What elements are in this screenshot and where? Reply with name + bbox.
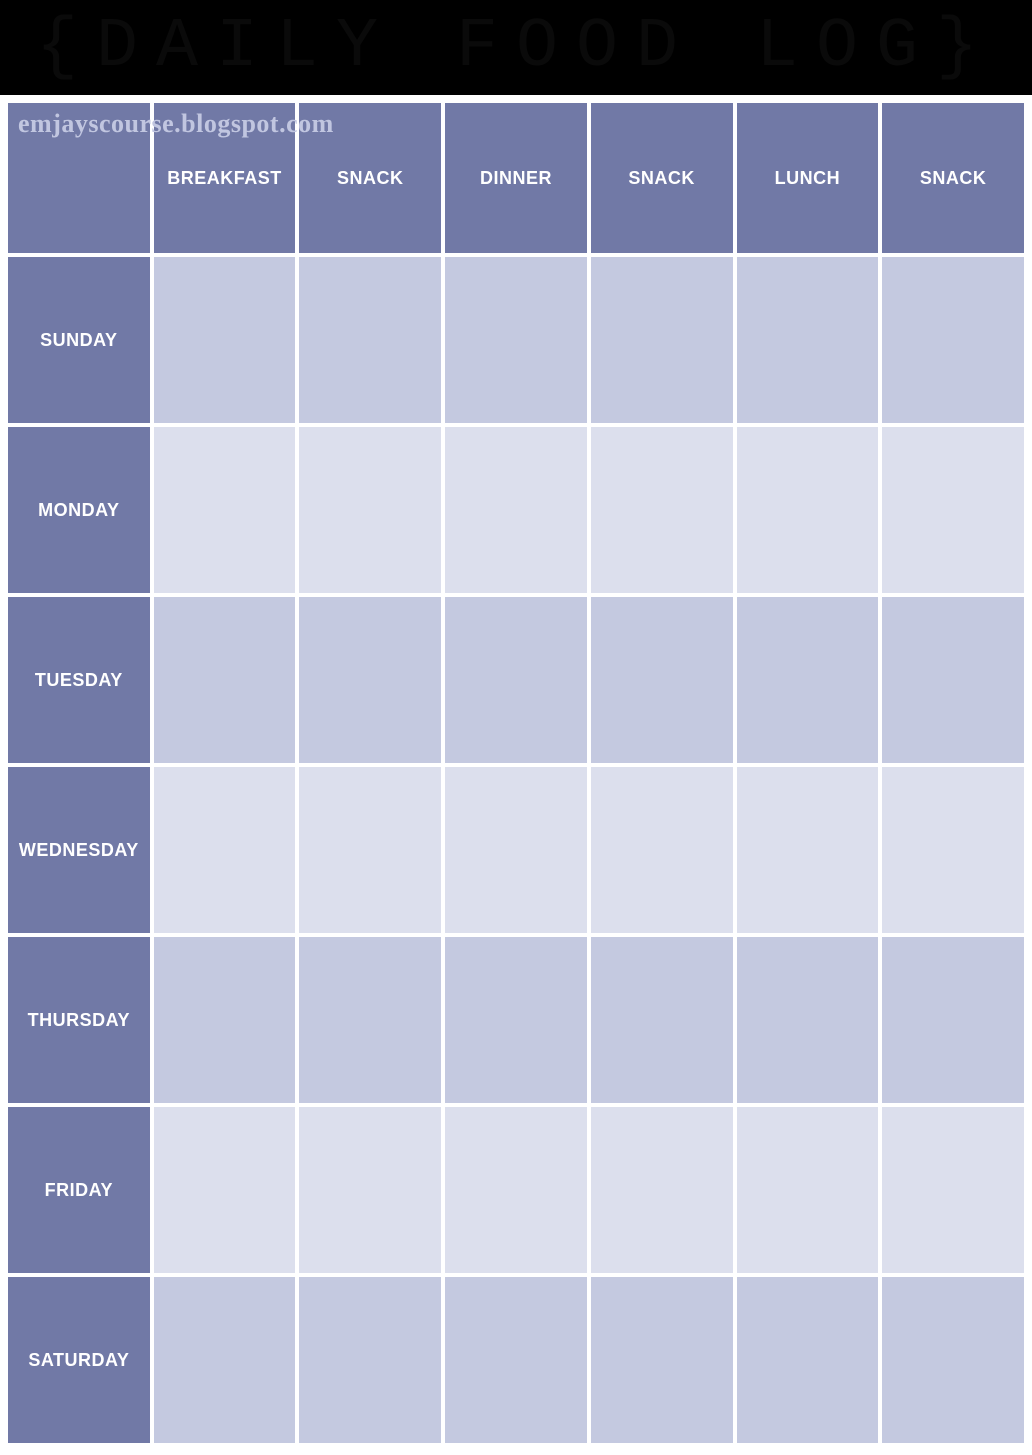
cell — [882, 937, 1024, 1103]
cell — [737, 1277, 879, 1443]
col-head-5: SNACK — [882, 103, 1024, 253]
cell — [299, 257, 441, 423]
cell — [154, 937, 296, 1103]
cell — [591, 767, 733, 933]
row-head-monday: MONDAY — [8, 427, 150, 593]
cell — [591, 937, 733, 1103]
table-row: MONDAY — [8, 427, 1024, 593]
cell — [445, 1277, 587, 1443]
cell — [299, 427, 441, 593]
cell — [445, 597, 587, 763]
cell — [445, 937, 587, 1103]
cell — [737, 427, 879, 593]
cell — [445, 257, 587, 423]
cell — [299, 767, 441, 933]
row-head-thursday: THURSDAY — [8, 937, 150, 1103]
cell — [299, 1107, 441, 1273]
row-head-label: TUESDAY — [35, 670, 123, 690]
cell — [882, 597, 1024, 763]
row-head-label: SATURDAY — [28, 1350, 129, 1370]
row-head-label: SUNDAY — [40, 330, 117, 350]
cell — [737, 597, 879, 763]
col-head-3: SNACK — [591, 103, 733, 253]
table-row: SUNDAY — [8, 257, 1024, 423]
cell — [591, 257, 733, 423]
row-head-label: MONDAY — [38, 500, 119, 520]
cell — [154, 597, 296, 763]
header-row: emjayscourse.blogspot.com BREAKFAST SNACK… — [8, 103, 1024, 253]
col-head-4: LUNCH — [737, 103, 879, 253]
cell — [882, 1277, 1024, 1443]
col-head-2: DINNER — [445, 103, 587, 253]
table-body: SUNDAY MONDAY TUESDAY WEDNESDAY THURSDAY FRID… — [8, 257, 1024, 1443]
row-head-tuesday: TUESDAY — [8, 597, 150, 763]
cell — [737, 1107, 879, 1273]
cell — [882, 767, 1024, 933]
cell — [299, 1277, 441, 1443]
page: {DAILY FOOD LOG} emjayscourse.blogspot.c… — [0, 0, 1032, 1447]
row-head-wednesday: WEDNESDAY — [8, 767, 150, 933]
cell — [154, 427, 296, 593]
row-head-sunday: SUNDAY — [8, 257, 150, 423]
cell — [737, 767, 879, 933]
table-row: WEDNESDAY — [8, 767, 1024, 933]
cell — [154, 1107, 296, 1273]
cell — [591, 427, 733, 593]
cell — [445, 767, 587, 933]
col-head-label: LUNCH — [775, 168, 841, 188]
page-title: {DAILY FOOD LOG} — [36, 8, 996, 87]
cell — [591, 597, 733, 763]
col-head-label: SNACK — [337, 168, 404, 188]
col-head-label: SNACK — [920, 168, 987, 188]
row-head-label: THURSDAY — [28, 1010, 130, 1030]
col-head-label: BREAKFAST — [167, 168, 282, 188]
cell — [445, 1107, 587, 1273]
table-row: TUESDAY — [8, 597, 1024, 763]
title-bar: {DAILY FOOD LOG} — [0, 0, 1032, 95]
table-row: SATURDAY — [8, 1277, 1024, 1443]
cell — [591, 1277, 733, 1443]
row-head-saturday: SATURDAY — [8, 1277, 150, 1443]
cell — [737, 937, 879, 1103]
corner-cell: emjayscourse.blogspot.com — [8, 103, 150, 253]
row-head-label: WEDNESDAY — [19, 840, 139, 860]
cell — [591, 1107, 733, 1273]
cell — [882, 427, 1024, 593]
cell — [154, 1277, 296, 1443]
cell — [882, 257, 1024, 423]
table-row: FRIDAY — [8, 1107, 1024, 1273]
cell — [154, 257, 296, 423]
row-head-label: FRIDAY — [45, 1180, 113, 1200]
cell — [299, 597, 441, 763]
col-head-label: SNACK — [628, 168, 695, 188]
table-row: THURSDAY — [8, 937, 1024, 1103]
row-head-friday: FRIDAY — [8, 1107, 150, 1273]
col-head-label: DINNER — [480, 168, 552, 188]
cell — [737, 257, 879, 423]
watermark-text: emjayscourse.blogspot.com — [18, 111, 140, 137]
cell — [882, 1107, 1024, 1273]
cell — [299, 937, 441, 1103]
cell — [154, 767, 296, 933]
cell — [445, 427, 587, 593]
table-wrap: emjayscourse.blogspot.com BREAKFAST SNACK… — [0, 95, 1032, 1447]
food-log-table: emjayscourse.blogspot.com BREAKFAST SNACK… — [4, 99, 1028, 1447]
